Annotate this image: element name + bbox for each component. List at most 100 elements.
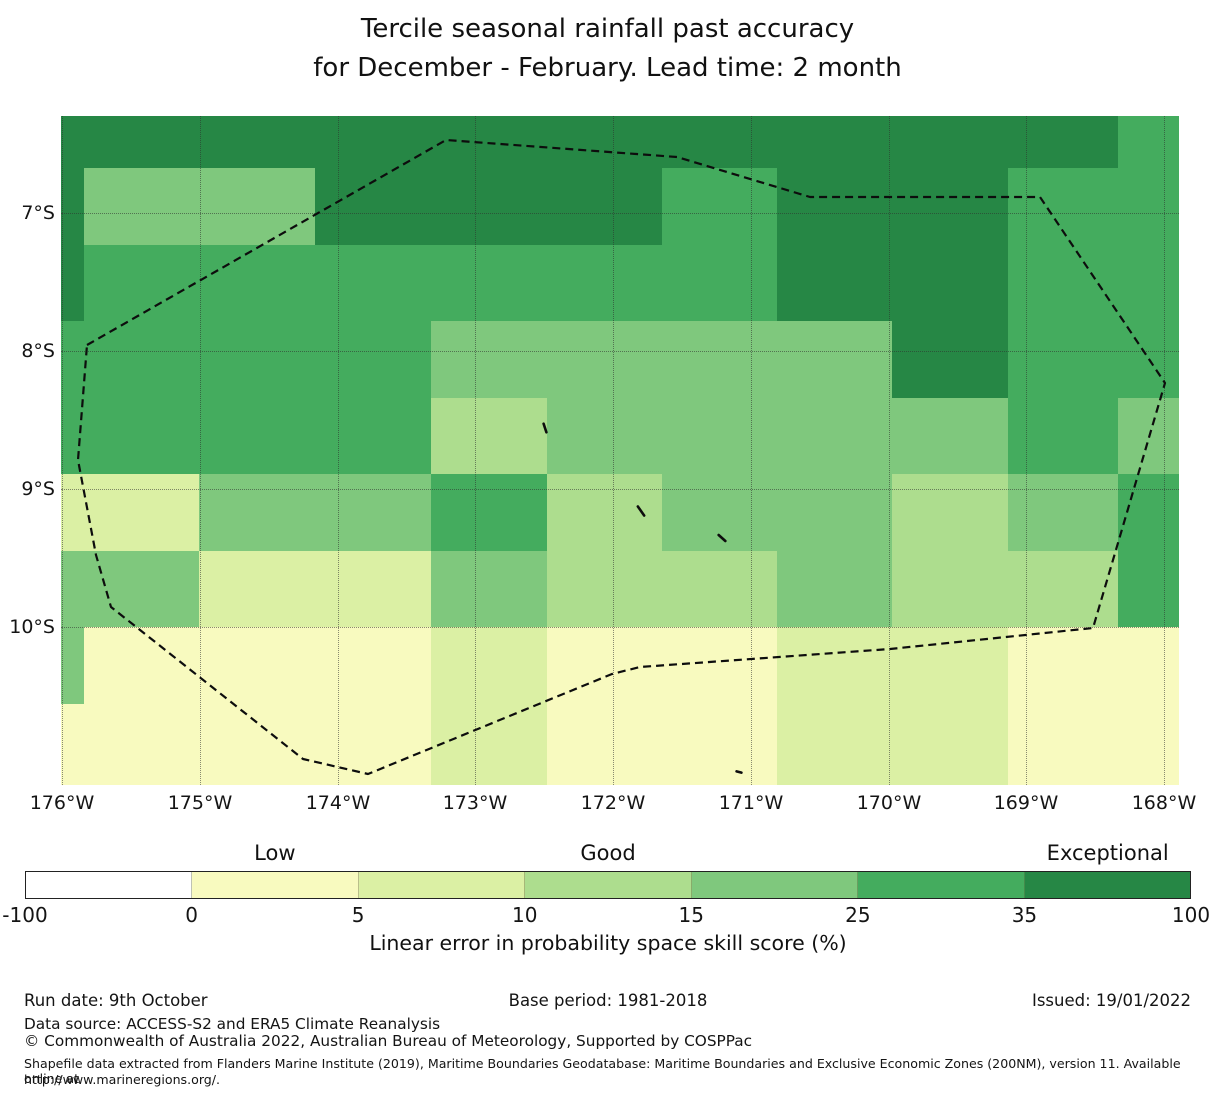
heatmap-cell bbox=[431, 398, 547, 474]
heatmap-cell bbox=[777, 398, 892, 474]
heatmap-cell bbox=[61, 245, 84, 321]
island-marker bbox=[717, 533, 727, 543]
x-axis-tick-label: 176°W bbox=[29, 792, 95, 814]
island-marker bbox=[735, 770, 743, 774]
title-line-1: Tercile seasonal rainfall past accuracy bbox=[360, 14, 855, 44]
heatmap-cell bbox=[431, 704, 547, 785]
x-axis-tick-label: 168°W bbox=[1131, 792, 1197, 814]
heatmap-cell bbox=[892, 321, 1008, 398]
heatmap-cell bbox=[777, 321, 892, 398]
heatmap-cell bbox=[84, 168, 199, 245]
page-title: Tercile seasonal rainfall past accuracy … bbox=[0, 10, 1215, 88]
heatmap-cell bbox=[892, 398, 1008, 474]
heatmap-cell bbox=[61, 474, 84, 551]
run-date-label: Run date: 9th October bbox=[24, 991, 208, 1010]
lat-gridline bbox=[61, 489, 1179, 490]
heatmap-cell bbox=[84, 245, 199, 321]
colorbar-tick-label: 5 bbox=[351, 903, 365, 927]
lon-gridline bbox=[889, 116, 890, 785]
heatmap-cell bbox=[662, 398, 777, 474]
heatmap-cell bbox=[61, 116, 84, 168]
heatmap-cell bbox=[84, 474, 199, 551]
heatmap-cell bbox=[315, 704, 431, 785]
colorbar-segment bbox=[26, 872, 193, 898]
eez-boundary bbox=[76, 138, 1167, 776]
x-axis-tick-label: 174°W bbox=[305, 792, 371, 814]
y-axis-tick-label: 8°S bbox=[21, 340, 55, 362]
heatmap-cell bbox=[84, 321, 199, 398]
heatmap-cell bbox=[547, 551, 662, 627]
lon-gridline bbox=[751, 116, 752, 785]
heatmap-cell bbox=[662, 321, 777, 398]
copyright-label: © Commonwealth of Australia 2022, Austra… bbox=[24, 1032, 753, 1050]
heatmap-cell bbox=[61, 627, 84, 704]
x-axis-tick-label: 173°W bbox=[442, 792, 508, 814]
heatmap-cell bbox=[892, 551, 1008, 627]
heatmap-cell bbox=[547, 168, 662, 245]
lon-gridline bbox=[475, 116, 476, 785]
colorbar-segment bbox=[1024, 872, 1190, 898]
heatmap-cell bbox=[777, 168, 892, 245]
heatmap-cell bbox=[777, 116, 892, 168]
heatmap-cell bbox=[61, 704, 84, 785]
heatmap-cell bbox=[662, 116, 777, 168]
colorbar-tick-label: -100 bbox=[2, 903, 48, 927]
colorbar-tick-label: 0 bbox=[185, 903, 198, 927]
colorbar-segment bbox=[691, 872, 859, 898]
heatmap-cell bbox=[892, 116, 1008, 168]
heatmap-cell bbox=[315, 245, 431, 321]
heatmap-cell bbox=[1118, 704, 1179, 785]
heatmap-cell bbox=[84, 627, 199, 704]
lon-gridline bbox=[1026, 116, 1027, 785]
heatmap-cell bbox=[777, 474, 892, 551]
heatmap-cell bbox=[84, 551, 199, 627]
colorbar bbox=[25, 871, 1191, 899]
heatmap-cell bbox=[431, 627, 547, 704]
y-axis-tick-label: 10°S bbox=[9, 616, 55, 638]
heatmap-cell bbox=[662, 474, 777, 551]
heatmap-cell bbox=[199, 551, 315, 627]
y-axis-tick-label: 9°S bbox=[21, 478, 55, 500]
lon-gridline bbox=[338, 116, 339, 785]
heatmap-cell bbox=[662, 627, 777, 704]
colorbar-axis-label: Linear error in probability space skill … bbox=[369, 931, 847, 955]
map-canvas bbox=[61, 116, 1179, 785]
colorbar-region-label: Exceptional bbox=[1046, 841, 1169, 865]
x-axis-tick-label: 171°W bbox=[718, 792, 784, 814]
heatmap-cell bbox=[547, 398, 662, 474]
shapefile-note-line-2: http://www.marineregions.org/. bbox=[24, 1072, 221, 1087]
colorbar-region-label: Good bbox=[580, 841, 636, 865]
heatmap-cell bbox=[892, 168, 1008, 245]
lat-gridline bbox=[61, 627, 1179, 628]
colorbar-segment bbox=[858, 872, 1025, 898]
heatmap-cell bbox=[1118, 627, 1179, 704]
heatmap-cell bbox=[199, 704, 315, 785]
heatmap-cell bbox=[315, 627, 431, 704]
heatmap-cell bbox=[199, 168, 315, 245]
island-marker bbox=[636, 505, 646, 517]
heatmap-cell bbox=[431, 168, 547, 245]
colorbar-tick-label: 15 bbox=[678, 903, 704, 927]
heatmap-cell bbox=[1118, 245, 1179, 321]
title-line-2: for December - February. Lead time: 2 mo… bbox=[313, 53, 902, 83]
colorbar-segment bbox=[358, 872, 526, 898]
heatmap-cell bbox=[315, 321, 431, 398]
heatmap-cell bbox=[84, 116, 199, 168]
heatmap-cell bbox=[199, 398, 315, 474]
heatmap-cell bbox=[547, 245, 662, 321]
island-marker bbox=[542, 422, 548, 434]
colorbar-segment bbox=[525, 872, 692, 898]
data-source-label: Data source: ACCESS-S2 and ERA5 Climate … bbox=[24, 1015, 441, 1033]
x-axis-tick-label: 170°W bbox=[856, 792, 922, 814]
heatmap-cell bbox=[61, 551, 84, 627]
heatmap-cell bbox=[431, 245, 547, 321]
heatmap-cell bbox=[1118, 168, 1179, 245]
heatmap-cell bbox=[892, 245, 1008, 321]
lon-gridline bbox=[613, 116, 614, 785]
heatmap-cell bbox=[61, 168, 84, 245]
heatmap-cell bbox=[199, 627, 315, 704]
lon-gridline bbox=[200, 116, 201, 785]
heatmap-cell bbox=[199, 474, 315, 551]
heatmap-cell bbox=[431, 474, 547, 551]
